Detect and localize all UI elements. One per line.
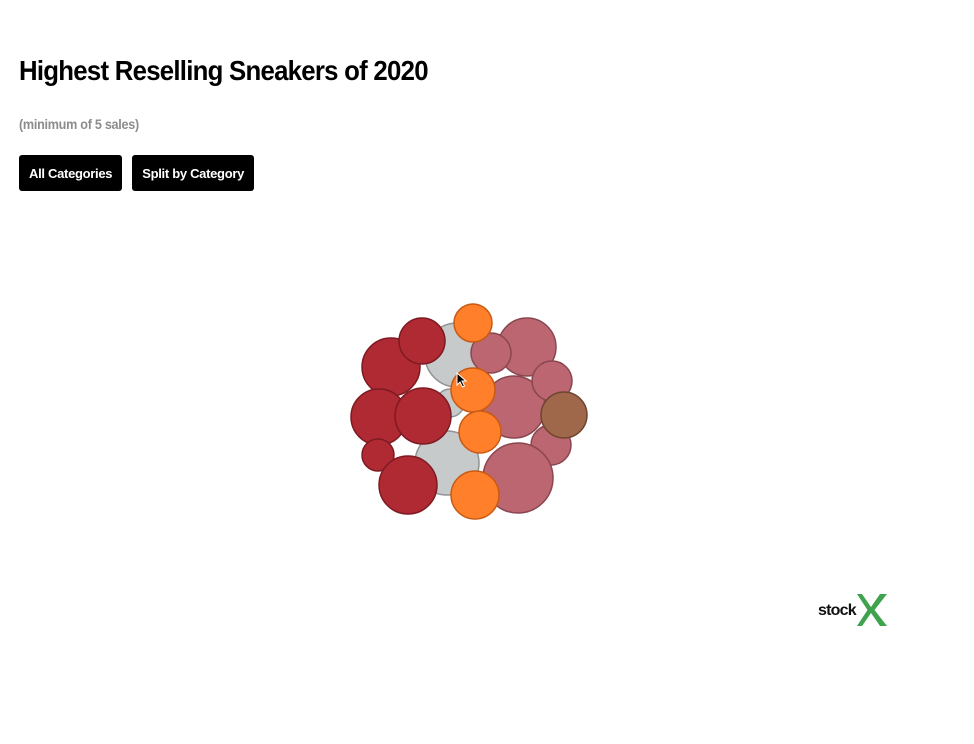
- bubble-layer: [350, 303, 588, 520]
- view-toggle-group: All Categories Split by Category: [19, 155, 255, 191]
- sneaker-bubble[interactable]: [470, 332, 512, 374]
- sneaker-bubble[interactable]: [361, 438, 395, 472]
- page-subtitle: (minimum of 5 sales): [19, 116, 139, 132]
- sneaker-bubble[interactable]: [394, 387, 452, 445]
- page-title: Highest Reselling Sneakers of 2020: [19, 55, 429, 86]
- sneaker-bubble[interactable]: [450, 470, 500, 520]
- mouse-cursor-icon: [456, 371, 468, 388]
- all-categories-button[interactable]: All Categories: [19, 155, 123, 191]
- sneaker-bubble[interactable]: [540, 391, 588, 439]
- sneaker-bubble[interactable]: [458, 410, 502, 454]
- split-by-category-button[interactable]: Split by Category: [132, 155, 255, 191]
- sneaker-bubble[interactable]: [378, 455, 438, 515]
- x-mark-icon: [856, 594, 887, 626]
- sneaker-bubble[interactable]: [453, 303, 493, 343]
- sneaker-bubble[interactable]: [398, 317, 446, 365]
- stockx-logo: stock: [818, 594, 887, 626]
- logo-wordmark: stock: [818, 602, 857, 619]
